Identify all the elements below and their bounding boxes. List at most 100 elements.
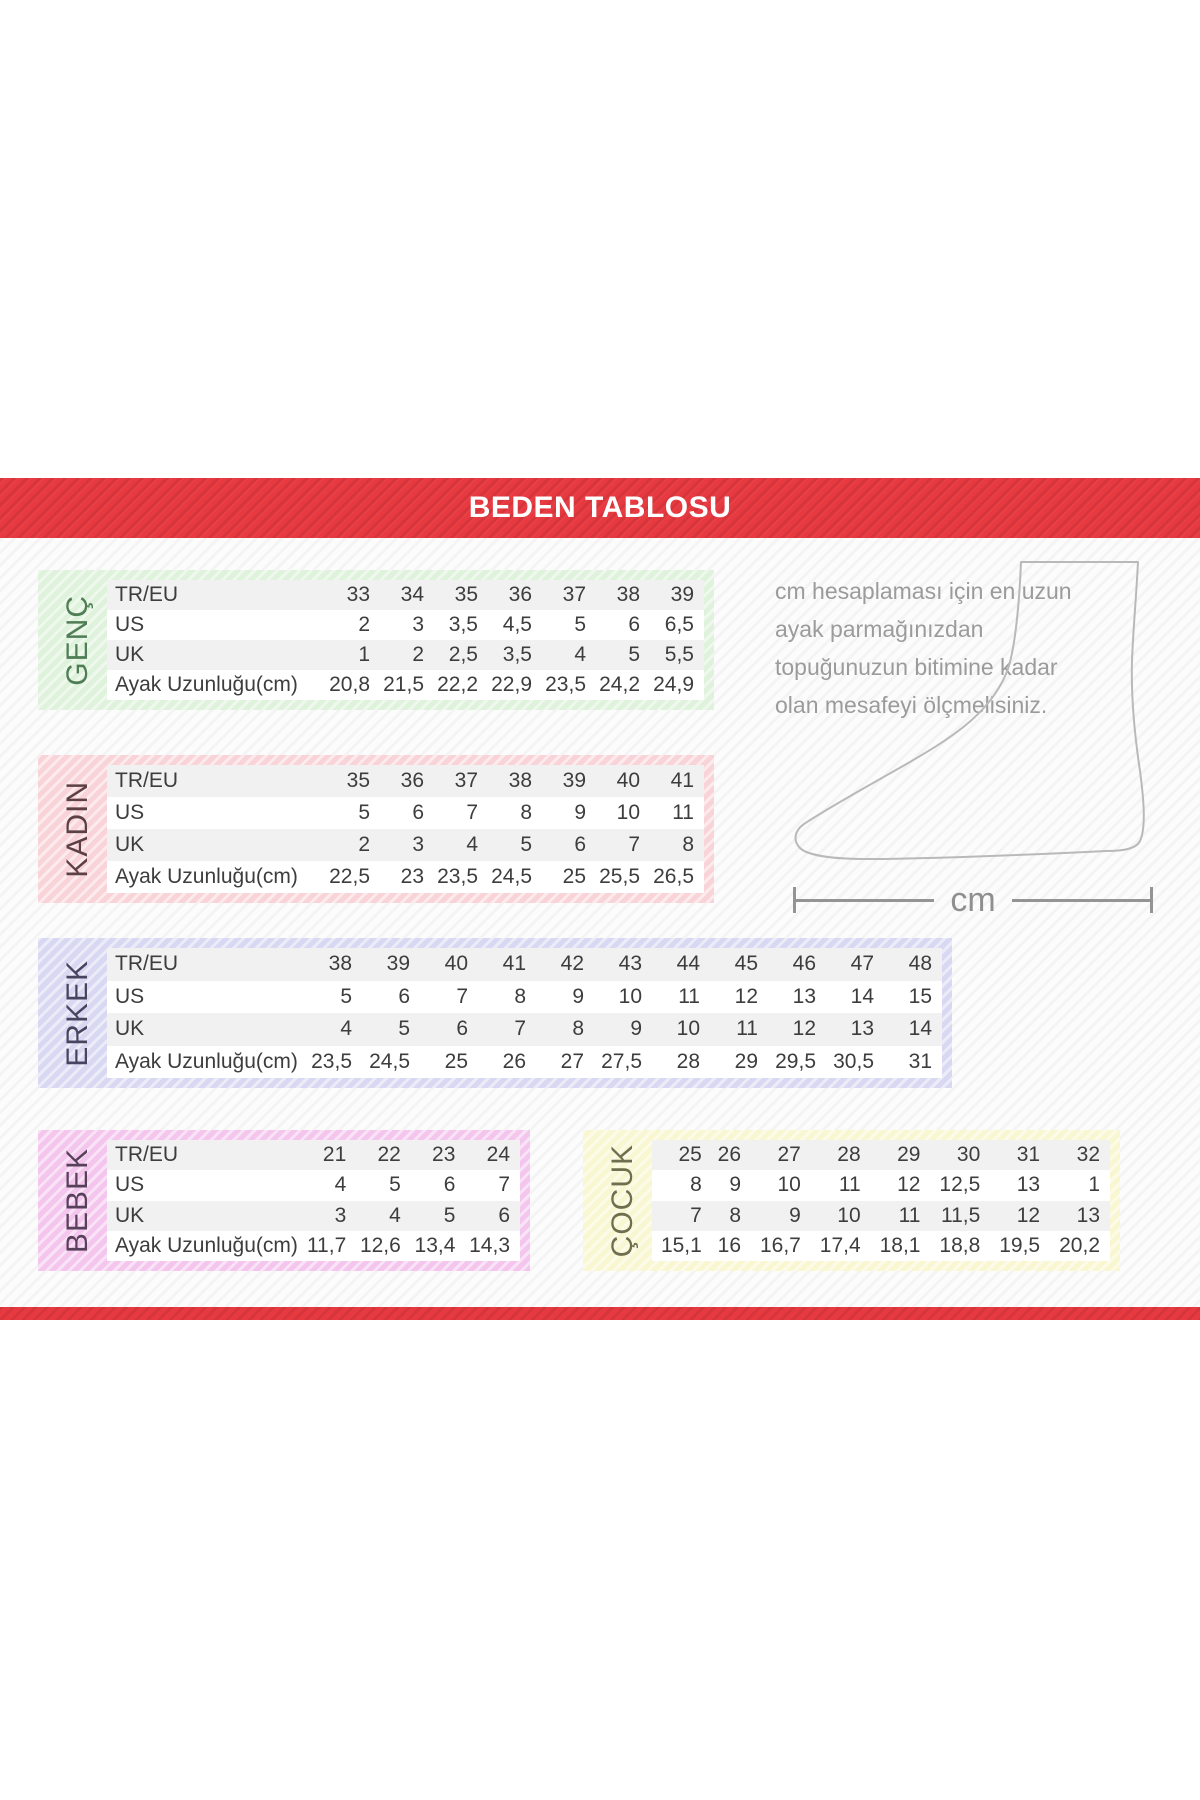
size-cell: 15: [908, 984, 932, 1008]
table-label: KADIN: [60, 780, 94, 878]
size-cell: 45: [734, 952, 758, 976]
table-row: Ayak Uzunluğu(cm) 20,8 21,5 22,2 22,9 23,5 24,…: [107, 670, 704, 700]
size-cell: 5: [340, 984, 352, 1008]
size-grid: TR/EU 38 39 40 41 42 43 44 45 46 47 48 US 5 6 7 8 9 10 11 12…: [107, 948, 942, 1078]
size-cell: 6: [398, 984, 410, 1008]
size-cell: 35: [454, 583, 478, 606]
row-label: US: [115, 801, 145, 824]
size-cell: 23,5: [437, 865, 478, 888]
table-label: GENÇ: [60, 594, 94, 686]
table-erkek: ERKEK TR/EU 38 39 40 41 42 43 44 45 46 47 48 US 5 6 7 8 9…: [38, 938, 952, 1088]
size-cell: 39: [670, 583, 694, 606]
table-row: 15,1 16 16,7 17,4 18,1 18,8 19,5 20,2: [652, 1230, 1110, 1261]
size-cell: 9: [630, 1017, 642, 1041]
table-row: US 4 5 6 7: [107, 1170, 520, 1201]
size-cell: 9: [729, 1173, 742, 1197]
size-cell: 48: [908, 952, 932, 976]
table-row: US 5 6 7 8 9 10 11 12 13 14 15: [107, 980, 942, 1013]
table-row: US 5 6 7 8 9 10 11: [107, 797, 704, 829]
size-cell: 14,3: [469, 1233, 510, 1257]
size-cell: 31: [908, 1049, 932, 1073]
size-cell: 12: [792, 1017, 816, 1041]
size-cell: 2: [358, 613, 370, 636]
size-cell: 5: [358, 801, 370, 824]
size-cell: 22,2: [437, 673, 478, 696]
table-label: ERKEK: [60, 959, 94, 1067]
size-cell: 1: [358, 643, 370, 666]
size-cell: 40: [616, 769, 640, 792]
page-title: BEDEN TABLOSU: [468, 491, 732, 524]
row-label: UK: [115, 1017, 145, 1041]
row-label: UK: [115, 833, 145, 856]
size-cell: 21: [322, 1143, 347, 1167]
size-cell: 38: [616, 583, 640, 606]
size-cell: 18,1: [879, 1233, 921, 1257]
measure-tick-left: [793, 887, 796, 913]
table-row: UK 3 4 5 6: [107, 1200, 520, 1231]
size-cell: 3: [412, 613, 424, 636]
size-cell: 14: [850, 984, 874, 1008]
size-cell: 11,5: [940, 1203, 981, 1227]
row-label: US: [115, 1173, 145, 1197]
size-cell: 5: [520, 833, 532, 856]
size-cell: 7: [456, 984, 468, 1008]
size-cell: 12: [1016, 1203, 1041, 1227]
size-cell: 8: [572, 1017, 584, 1041]
table-row: UK 2 3 4 5 6 7 8: [107, 829, 704, 861]
size-cell: 30: [956, 1143, 981, 1167]
size-cell: 4: [340, 1017, 352, 1041]
size-cell: 26: [717, 1143, 742, 1167]
size-cell: 10: [616, 801, 640, 824]
size-cell: 25: [678, 1143, 702, 1167]
size-cell: 12,5: [939, 1173, 981, 1197]
size-cell: 2: [358, 833, 370, 856]
table-row: 8 9 10 11 12 12,5 13 1: [652, 1170, 1110, 1201]
size-cell: 19,5: [999, 1233, 1041, 1257]
size-cell: 16: [717, 1233, 742, 1257]
row-label: US: [115, 984, 145, 1008]
size-cell: 17,4: [819, 1233, 861, 1257]
size-cell: 11: [678, 984, 700, 1008]
size-cell: 23,5: [545, 673, 586, 696]
size-cell: 22,9: [491, 673, 532, 696]
table-row: US 2 3 3,5 4,5 5 6 6,5: [107, 610, 704, 640]
size-cell: 6,5: [664, 613, 694, 636]
size-cell: 16,7: [759, 1233, 801, 1257]
size-cell: 31: [1016, 1143, 1041, 1167]
size-cell: 35: [346, 769, 370, 792]
table-row: TR/EU 38 39 40 41 42 43 44 45 46 47 48: [107, 948, 942, 981]
size-cell: 26: [502, 1049, 526, 1073]
size-cell: 7: [514, 1017, 526, 1041]
table-row: TR/EU 35 36 37 38 39 40 41: [107, 765, 704, 797]
table-cocuk: ÇOCUK 25 26 27 28 29 30 31 32 8 9 10 11 12 12,5 13 1 7 8 9…: [583, 1130, 1120, 1271]
row-label: Ayak Uzunluğu(cm): [115, 673, 298, 696]
size-cell: 4,5: [502, 613, 532, 636]
table-row: 25 26 27 28 29 30 31 32: [652, 1140, 1110, 1171]
measure-note: cm hesaplaması için en uzun ayak parmağı…: [775, 578, 1072, 718]
size-cell: 20,8: [329, 673, 370, 696]
size-cell: 5: [398, 1017, 410, 1041]
table-row: UK 1 2 2,5 3,5 4 5 5,5: [107, 640, 704, 670]
row-label: Ayak Uzunluğu(cm): [115, 1049, 298, 1073]
size-cell: 10: [777, 1173, 801, 1197]
size-cell: 13: [1016, 1173, 1041, 1197]
size-cell: 18,8: [939, 1233, 981, 1257]
size-cell: 10: [837, 1203, 861, 1227]
size-cell: 13: [792, 984, 816, 1008]
size-cell: 8: [520, 801, 532, 824]
table-row: Ayak Uzunluğu(cm) 11,7 12,6 13,4 14,3: [107, 1230, 520, 1261]
cm-unit-label: cm: [950, 881, 996, 919]
size-cell: 29: [734, 1049, 758, 1073]
size-cell: 13,4: [414, 1233, 456, 1257]
size-cell: 23,5: [311, 1049, 352, 1073]
size-cell: 6: [574, 833, 586, 856]
size-cell: 40: [444, 952, 468, 976]
size-cell: 7: [466, 801, 478, 824]
size-cell: 5: [443, 1203, 456, 1227]
size-cell: 32: [1076, 1143, 1100, 1167]
size-cell: 30,5: [833, 1049, 874, 1073]
size-cell: 24,2: [599, 673, 640, 696]
table-label-area: KADIN: [48, 765, 107, 893]
size-cell: 28: [676, 1049, 700, 1073]
